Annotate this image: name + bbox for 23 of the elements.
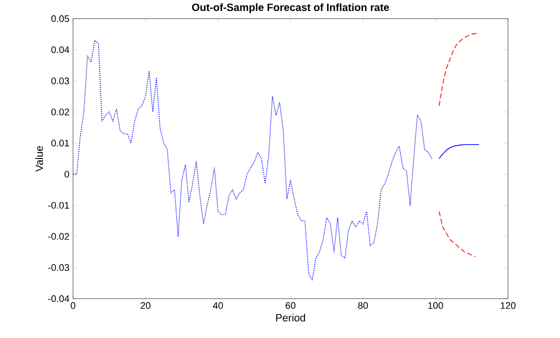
y-tick-label: 0.05: [51, 15, 70, 22]
chart-title: Out-of-Sample Forecast of Inflation rate: [192, 4, 390, 14]
y-tick-label: -0.01: [48, 202, 70, 209]
x-tick-label: 0: [70, 302, 76, 310]
x-tick-label: 20: [140, 302, 150, 310]
line-series: [438, 211, 476, 258]
y-tick-label: -0.02: [48, 233, 70, 240]
y-tick-label: 0: [64, 171, 70, 178]
x-tick-label: 80: [358, 302, 368, 310]
y-tick-label: 0.03: [51, 78, 70, 84]
y-axis-title: Value: [35, 146, 43, 172]
y-tick-label: 0.04: [51, 46, 70, 54]
line-series: [438, 32, 480, 106]
x-tick-label: 60: [286, 302, 296, 310]
y-tick-label: -0.04: [48, 295, 70, 302]
y-tick-label: -0.03: [48, 264, 70, 272]
y-tick-label: 0.01: [51, 140, 70, 147]
x-tick-label: 120: [500, 302, 516, 310]
y-tick-label: 0.02: [51, 108, 70, 116]
line-series: [73, 40, 432, 281]
x-axis-title: Period: [276, 314, 305, 322]
x-tick-label: 100: [428, 302, 444, 310]
x-tick-label: 40: [212, 302, 223, 310]
